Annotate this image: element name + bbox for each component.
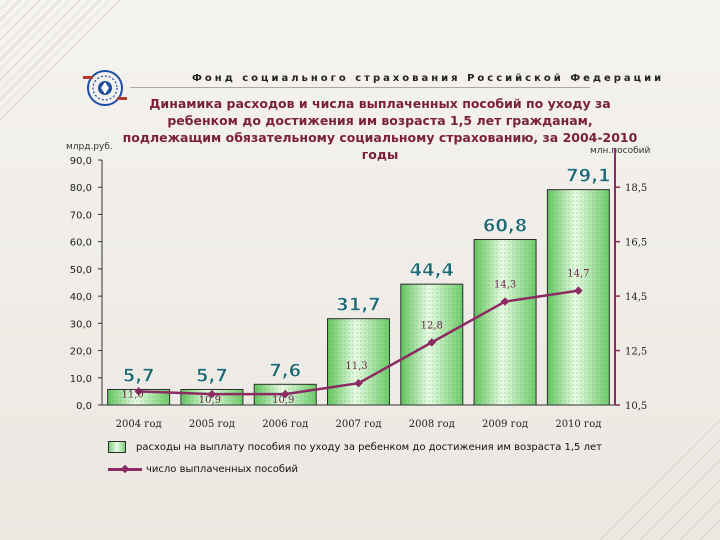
benefits-marker-4 bbox=[427, 338, 437, 347]
benefits-marker-6 bbox=[574, 286, 583, 295]
bar-texture-6 bbox=[547, 189, 610, 405]
org-title: Фонд социального страхования Российской … bbox=[192, 73, 665, 84]
benefits-marker-1 bbox=[207, 389, 217, 399]
category-label-4: 2008 год bbox=[409, 419, 455, 430]
right-tick-label-2: 14,5 bbox=[625, 292, 647, 303]
category-label-5: 2009 год bbox=[482, 419, 528, 430]
legend-label-expenses: расходы на выплату пособия по уходу за р… bbox=[136, 441, 602, 453]
bar-texture-0 bbox=[107, 389, 170, 405]
corner-decoration-top-left bbox=[0, 0, 121, 121]
right-tick-label-1: 12,5 bbox=[625, 347, 647, 358]
category-label-3: 2007 год bbox=[335, 419, 381, 430]
benefits-data-label-0: 11,0 bbox=[122, 389, 144, 400]
benefits-data-label-3: 11,3 bbox=[345, 361, 367, 372]
right-axis-unit: млн.пособий bbox=[590, 146, 651, 156]
expense-data-label-6: 79,1 bbox=[566, 166, 610, 187]
expense-data-label-3: 31,7 bbox=[336, 295, 380, 316]
left-tick-label-0: 0,0 bbox=[76, 401, 92, 412]
legend-item-expenses: расходы на выплату пособия по уходу за р… bbox=[108, 436, 628, 458]
expense-data-label-1: 5,7 bbox=[196, 365, 228, 386]
category-label-2: 2006 год bbox=[262, 419, 308, 430]
benefits-data-label-2: 10,9 bbox=[272, 395, 294, 406]
right-tick-label-0: 10,5 bbox=[625, 401, 647, 412]
expense-data-label-5: 60,8 bbox=[483, 215, 527, 236]
legend: расходы на выплату пособия по уходу за р… bbox=[108, 436, 628, 480]
left-tick-label-9: 90,0 bbox=[70, 156, 92, 167]
legend-bar-swatch bbox=[108, 441, 126, 453]
left-tick-label-4: 40,0 bbox=[70, 292, 92, 303]
expense-data-label-2: 7,6 bbox=[269, 360, 301, 381]
legend-item-benefits: число выплаченных пособий bbox=[108, 458, 628, 480]
benefits-marker-0 bbox=[134, 387, 143, 396]
legend-line-swatch bbox=[108, 464, 142, 474]
left-tick-label-6: 60,0 bbox=[70, 238, 92, 249]
left-tick-label-3: 30,0 bbox=[70, 319, 92, 330]
left-axis-unit: млрд.руб. bbox=[66, 142, 113, 152]
expense-data-label-0: 5,7 bbox=[123, 365, 155, 386]
expense-data-label-4: 44,4 bbox=[410, 260, 454, 281]
benefits-marker-5 bbox=[500, 297, 510, 306]
category-label-1: 2005 год bbox=[189, 419, 235, 430]
category-label-6: 2010 год bbox=[555, 419, 601, 430]
left-tick-label-5: 50,0 bbox=[70, 265, 92, 276]
benefits-data-label-5: 14,3 bbox=[494, 280, 516, 291]
benefits-data-label-1: 10,9 bbox=[199, 395, 221, 406]
right-tick-label-4: 18,5 bbox=[625, 183, 647, 194]
legend-label-benefits: число выплаченных пособий bbox=[146, 463, 299, 475]
benefits-data-label-4: 12,8 bbox=[421, 320, 443, 331]
left-tick-label-2: 20,0 bbox=[70, 347, 92, 358]
benefits-marker-2 bbox=[280, 389, 290, 399]
header-divider bbox=[130, 87, 590, 88]
bar-texture-5 bbox=[474, 239, 537, 405]
left-tick-label-8: 80,0 bbox=[70, 183, 92, 194]
benefits-data-label-6: 14,7 bbox=[567, 269, 589, 280]
fss-logo bbox=[83, 70, 127, 106]
category-label-0: 2004 год bbox=[116, 419, 162, 430]
benefits-marker-3 bbox=[354, 378, 363, 388]
corner-decoration-bottom-right bbox=[599, 419, 720, 540]
bar-texture-3 bbox=[327, 318, 390, 405]
left-tick-label-7: 70,0 bbox=[70, 210, 92, 221]
right-tick-label-3: 16,5 bbox=[625, 238, 647, 249]
left-tick-label-1: 10,0 bbox=[70, 374, 92, 385]
chart-title: Динамика расходов и числа выплаченных по… bbox=[122, 96, 638, 162]
